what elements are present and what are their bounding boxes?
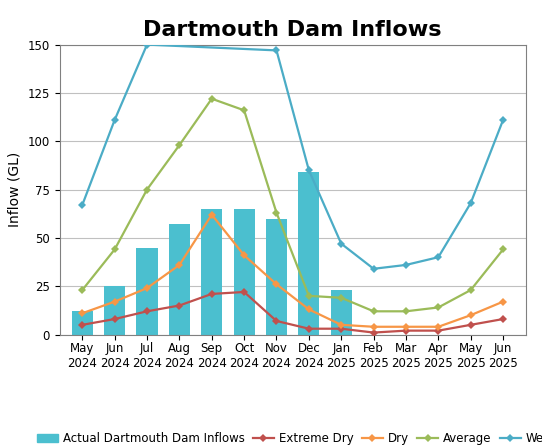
Bar	[104, 286, 125, 334]
Bar	[298, 172, 319, 334]
Bar	[72, 311, 93, 334]
Bar	[266, 219, 287, 334]
Title: Dartmouth Dam Inflows: Dartmouth Dam Inflows	[144, 20, 442, 40]
Bar	[201, 209, 222, 334]
Bar	[169, 224, 190, 334]
Legend: Actual Dartmouth Dam Inflows, Extreme Dry, Dry, Average, Wet: Actual Dartmouth Dam Inflows, Extreme Dr…	[32, 427, 542, 446]
Y-axis label: Inflow (GL): Inflow (GL)	[8, 152, 22, 227]
Bar	[137, 248, 158, 334]
Bar	[234, 209, 255, 334]
Bar	[331, 290, 352, 334]
